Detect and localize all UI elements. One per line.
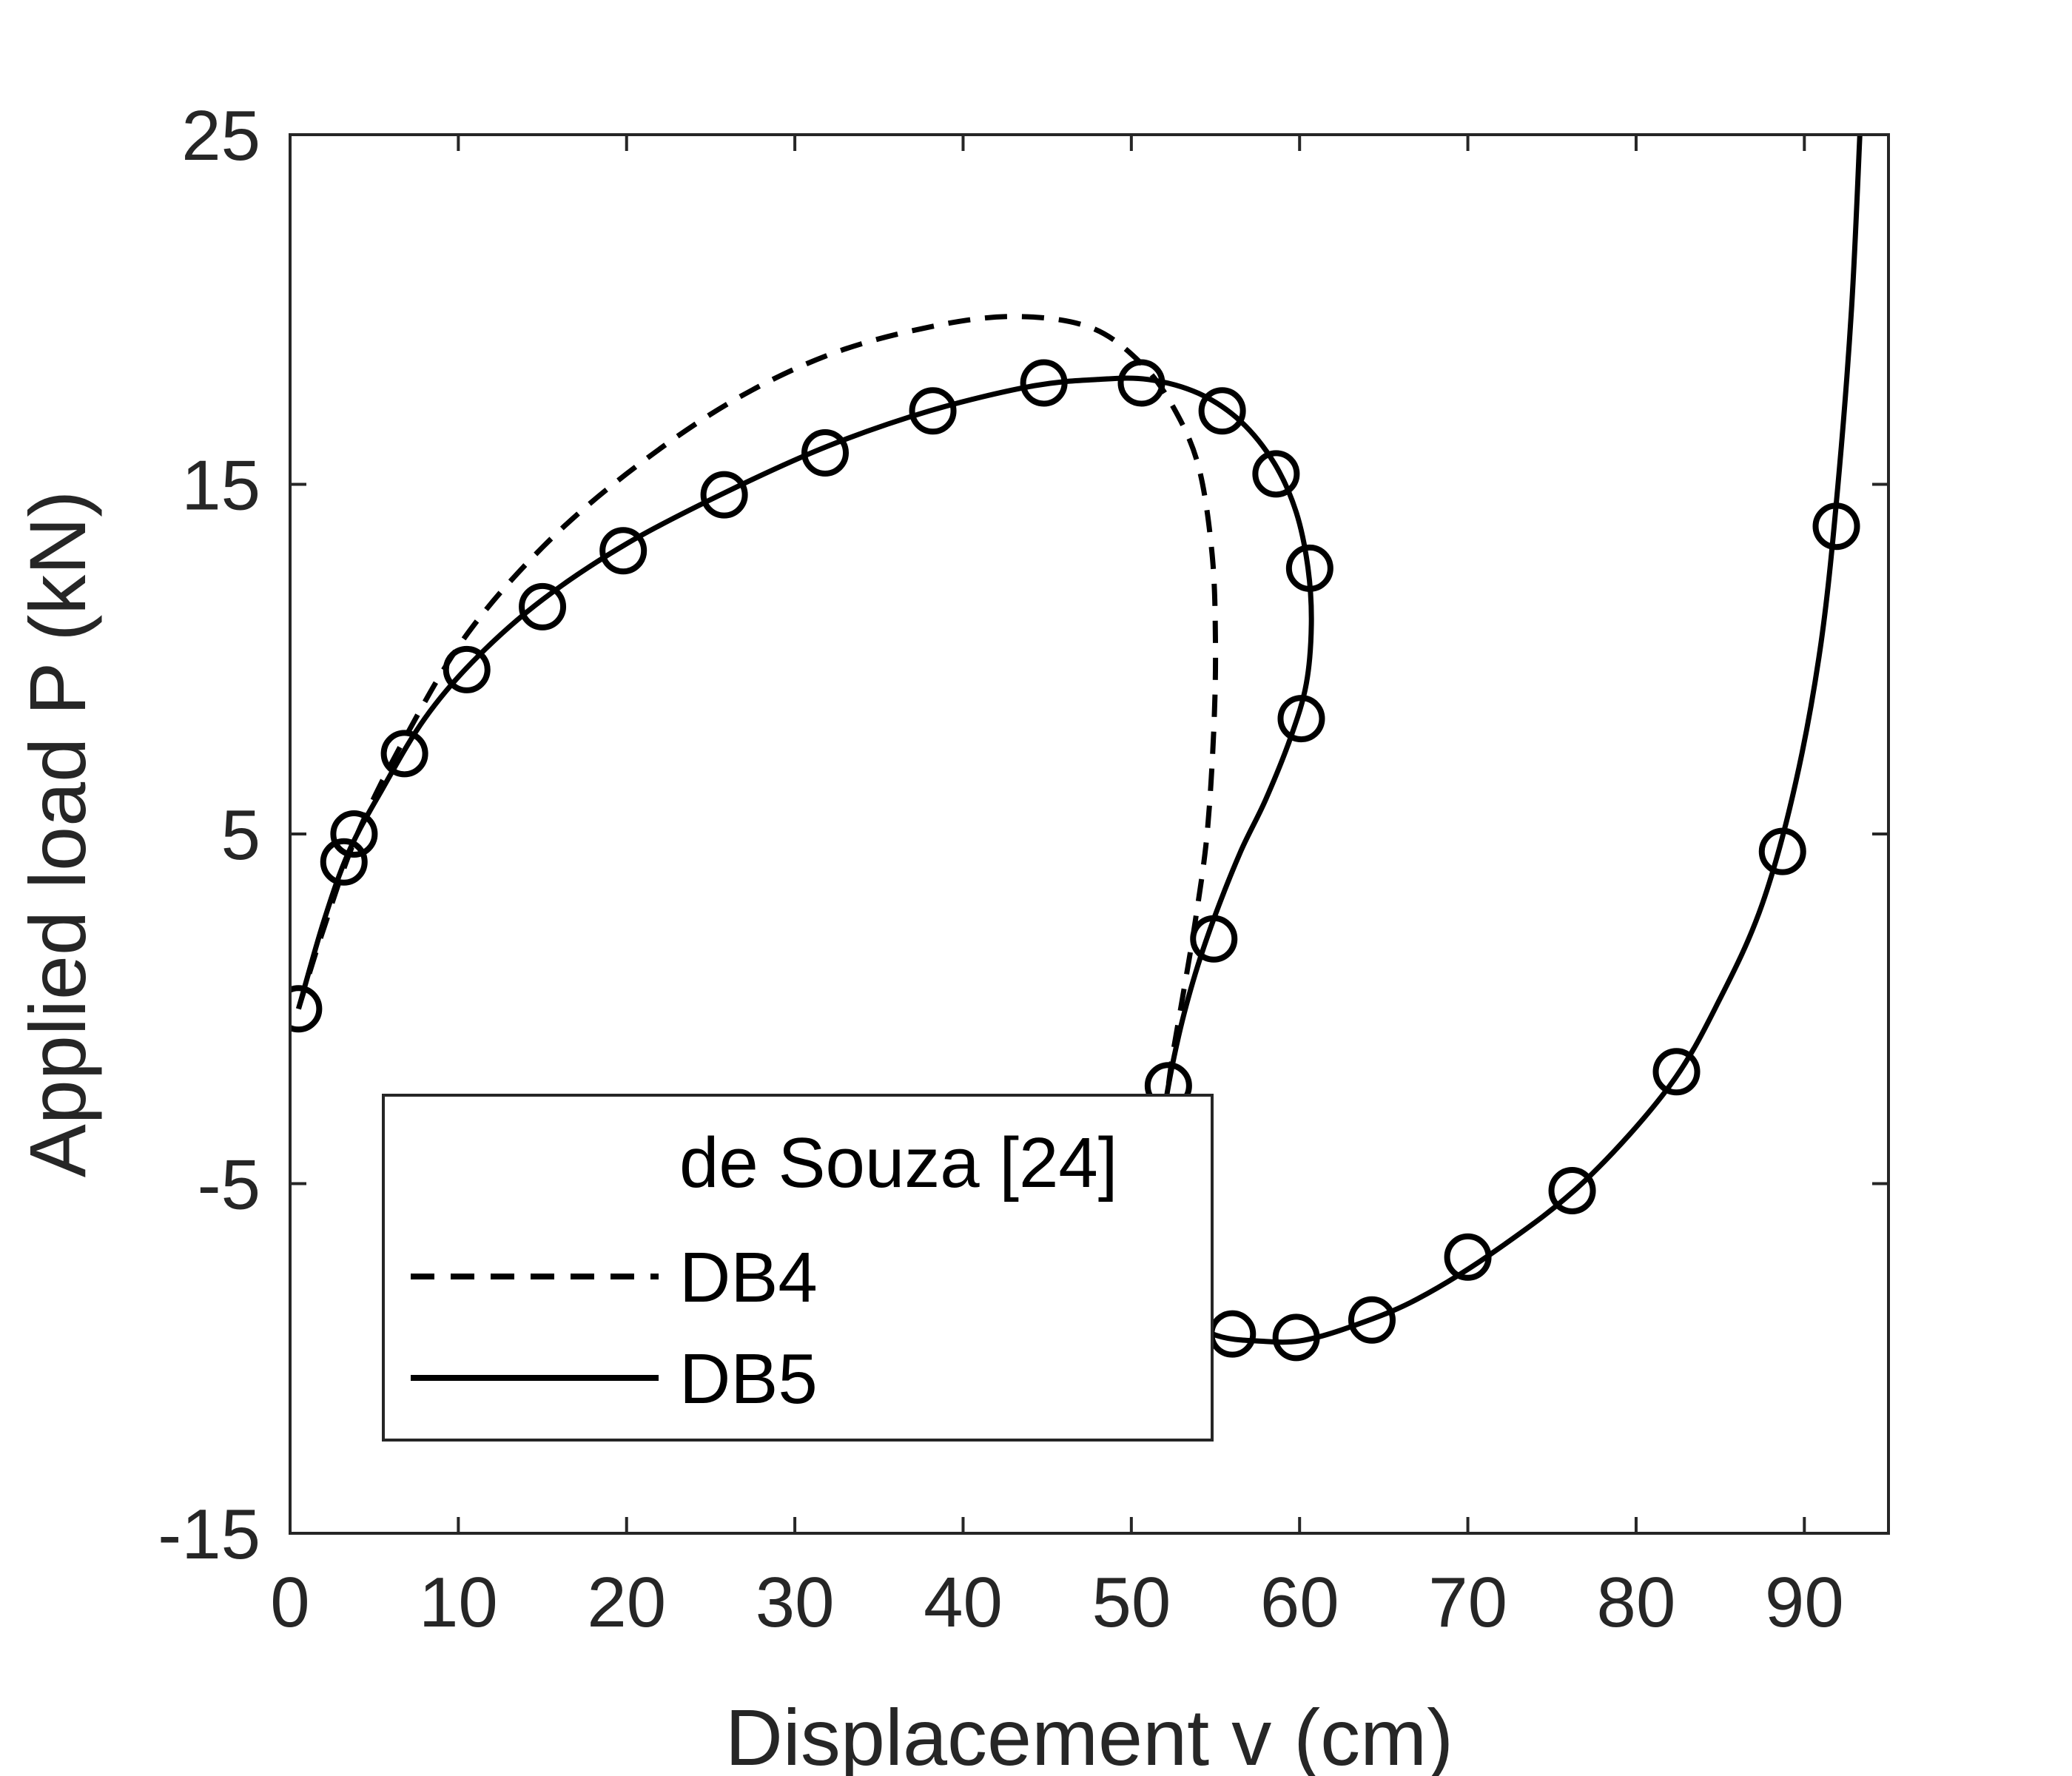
x-tick-label: 90	[1765, 1563, 1844, 1642]
x-tick-label: 40	[924, 1563, 1003, 1642]
x-tick-label: 80	[1597, 1563, 1676, 1642]
y-tick-label: 25	[181, 96, 260, 175]
y-tick-label: -15	[158, 1495, 260, 1574]
y-tick-label: 15	[181, 446, 260, 525]
y-tick-label: 5	[221, 796, 260, 875]
x-tick-label: 50	[1092, 1563, 1171, 1642]
x-tick-label: 0	[270, 1563, 309, 1642]
legend-label-db4: DB4	[679, 1238, 818, 1317]
x-axis-title: Displacement v (cm)	[725, 1692, 1453, 1776]
x-tick-label: 10	[419, 1563, 498, 1642]
x-tick-label: 70	[1428, 1563, 1507, 1642]
legend-label-de-souza: de Souza [24]	[679, 1123, 1117, 1202]
y-axis-title: Applied load P (kN)	[13, 491, 102, 1178]
y-tick-label: -5	[198, 1146, 260, 1225]
legend-label-db5: DB5	[679, 1339, 818, 1419]
x-tick-label: 30	[756, 1563, 835, 1642]
x-tick-label: 60	[1260, 1563, 1339, 1642]
x-tick-label: 20	[587, 1563, 666, 1642]
legend: de Souza [24] DB4 DB5	[383, 1095, 1212, 1440]
